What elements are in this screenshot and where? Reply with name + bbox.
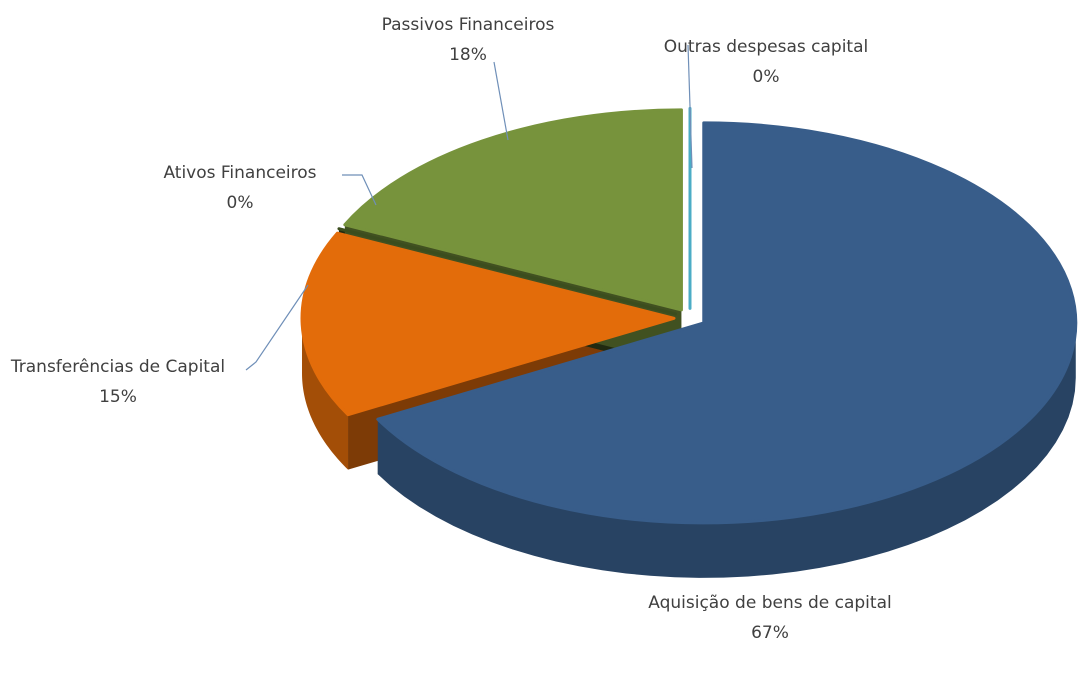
slice-tops [300, 106, 1078, 525]
category-label: Outras despesas capital [663, 37, 869, 57]
value-label: 0% [752, 67, 780, 87]
value-label: 67% [751, 623, 789, 643]
data-label: Aquisição de bens de capital 67% [635, 588, 905, 648]
value-label: 15% [99, 387, 137, 407]
data-label: Passivos Financeiros 18% [328, 10, 608, 70]
category-label: Ativos Financeiros [163, 163, 317, 183]
category-label: Passivos Financeiros [381, 15, 555, 35]
leader-line [342, 174, 377, 206]
slice [337, 227, 678, 316]
leader-line [245, 284, 309, 371]
slice [300, 231, 676, 417]
leader-line [687, 44, 693, 169]
slice [376, 121, 1078, 525]
pie [300, 106, 1078, 578]
category-label: Transferências de Capital [10, 357, 226, 377]
value-label: 18% [449, 45, 487, 65]
data-label: Outras despesas capital 0% [616, 32, 916, 92]
slice-walls [302, 318, 1076, 578]
data-label: Transferências de Capital 15% [8, 352, 228, 412]
value-label: 0% [226, 193, 254, 213]
slice-wall [302, 318, 349, 470]
data-label: Ativos Financeiros 0% [110, 158, 370, 218]
category-label: Aquisição de bens de capital [648, 593, 892, 613]
slice [343, 108, 683, 312]
leader-line [493, 61, 509, 141]
slice-wall [377, 322, 1076, 578]
